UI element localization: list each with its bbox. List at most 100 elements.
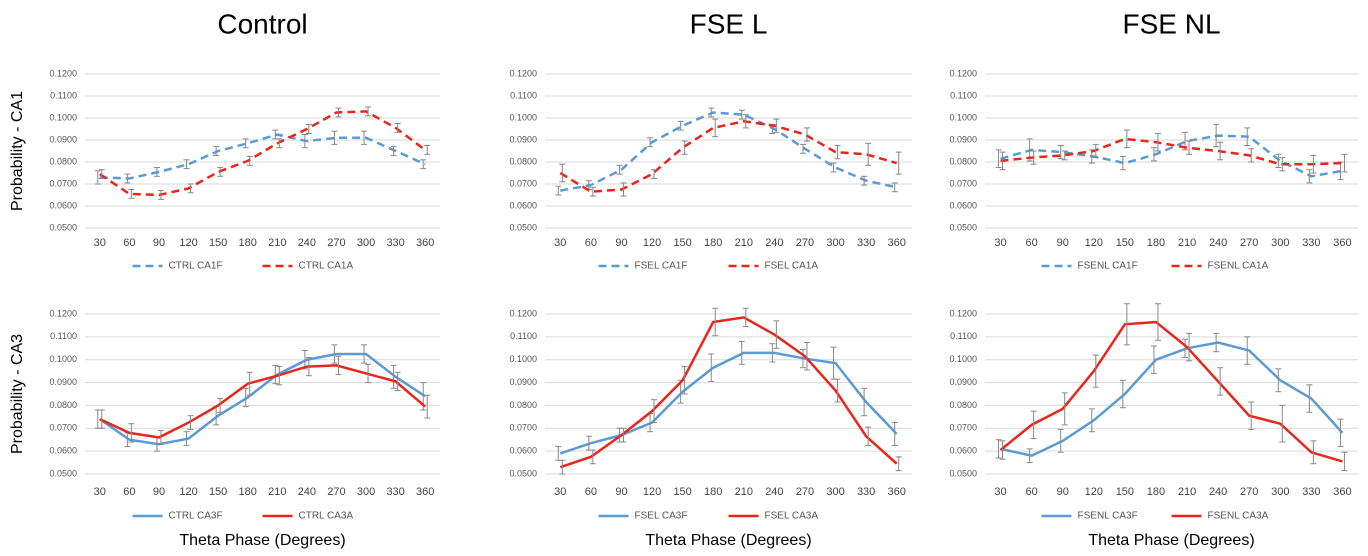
y-tick-label: 0.0700 [949,178,977,188]
x-tick-label: 180 [704,486,722,498]
x-tick-label: 330 [386,486,404,498]
legend-label: CTRL CA1F [169,261,223,272]
x-tick-label: 330 [386,237,404,249]
x-tick-label: 270 [796,237,814,249]
error-bar [1306,384,1313,413]
error-bar [999,440,1006,460]
error-bar [183,159,190,170]
error-bar [335,355,342,376]
error-bar [153,167,160,177]
error-bar [124,173,131,184]
x-tick-label: 150 [1116,237,1134,249]
y-tick-label: 0.1000 [949,112,977,122]
x-axis-label: Theta Phase (Degrees) [1088,532,1254,549]
error-bar [647,137,654,148]
error-bar [1279,157,1286,172]
error-bar [1275,368,1282,393]
y-tick-label: 0.0900 [509,134,537,144]
x-tick-label: 300 [357,486,375,498]
x-tick-label: 90 [615,486,627,498]
error-bar [1337,418,1344,448]
x-tick-label: 30 [994,237,1006,249]
error-bar [187,183,194,194]
x-tick-label: 210 [268,486,286,498]
x-tick-label: 360 [416,237,434,249]
error-bar [865,426,872,446]
y-tick-label: 0.0500 [949,222,977,232]
error-bar [895,151,902,175]
x-tick-label: 60 [585,486,597,498]
error-bar [738,109,745,120]
x-tick-label: 270 [796,486,814,498]
y-tick-label: 0.1200 [509,308,537,318]
y-tick-label: 0.1000 [949,354,977,364]
y-tick-label: 0.1100 [510,90,537,100]
error-bar [390,364,397,389]
x-tick-label: 240 [765,237,783,249]
error-bar [276,138,283,149]
x-tick-label: 120 [179,486,197,498]
x-tick-label: 210 [1178,486,1196,498]
error-bar [620,182,627,197]
legend-label: FSENL CA3A [1208,511,1269,522]
x-tick-label: 120 [643,237,661,249]
x-tick-label: 120 [1085,486,1103,498]
error-bar [681,140,688,155]
error-bar [1310,154,1317,174]
x-tick-label: 240 [765,486,783,498]
x-tick-label: 30 [94,486,106,498]
error-bar [681,366,688,395]
error-bar [361,130,368,145]
series-line [99,352,426,446]
series-line [1000,341,1344,458]
y-tick-label: 0.1100 [510,331,537,341]
x-tick-label: 30 [994,486,1006,498]
error-bar [1186,332,1193,362]
error-bar [1057,428,1064,453]
x-axis-label: Theta Phase (Degrees) [179,532,345,549]
y-tick-label: 0.0500 [949,468,977,478]
y-tick-label: 0.0700 [509,423,537,433]
x-tick-label: 180 [1147,237,1165,249]
x-tick-label: 90 [1057,237,1069,249]
error-bar [242,387,249,408]
error-bar [712,118,719,138]
error-bar [1310,440,1317,465]
x-tick-label: 210 [735,237,753,249]
error-bar [834,378,841,403]
x-tick-label: 210 [735,486,753,498]
error-bar [1061,150,1068,161]
error-bar [183,431,190,446]
error-bar [1217,367,1224,396]
y-tick-label: 0.0600 [509,446,537,456]
error-bar [712,307,719,337]
x-tick-label: 30 [554,486,566,498]
x-tick-label: 270 [1240,237,1258,249]
error-bar [891,422,898,446]
x-tick-label: 150 [673,486,691,498]
error-bar [365,106,372,117]
x-tick-label: 300 [357,237,375,249]
y-tick-label: 0.0600 [949,446,977,456]
error-bar [246,371,253,396]
error-bar [365,363,372,384]
error-bar [995,149,1002,168]
x-tick-label: 360 [1333,486,1351,498]
error-bar [773,118,780,133]
series-line [1000,137,1343,166]
y-tick-label: 0.0600 [49,446,77,456]
error-bar [305,124,312,134]
error-bar [738,340,745,365]
error-bar [1217,141,1224,161]
y-tick-label: 0.0700 [49,178,77,188]
error-bar [803,127,810,142]
error-bar [651,169,658,179]
y-tick-label: 0.0900 [509,377,537,387]
x-tick-label: 270 [327,486,345,498]
y-tick-label: 0.1000 [509,354,537,364]
error-bar [799,348,806,369]
error-bar [390,146,397,156]
x-tick-label: 60 [123,486,135,498]
error-bar [1244,336,1251,365]
